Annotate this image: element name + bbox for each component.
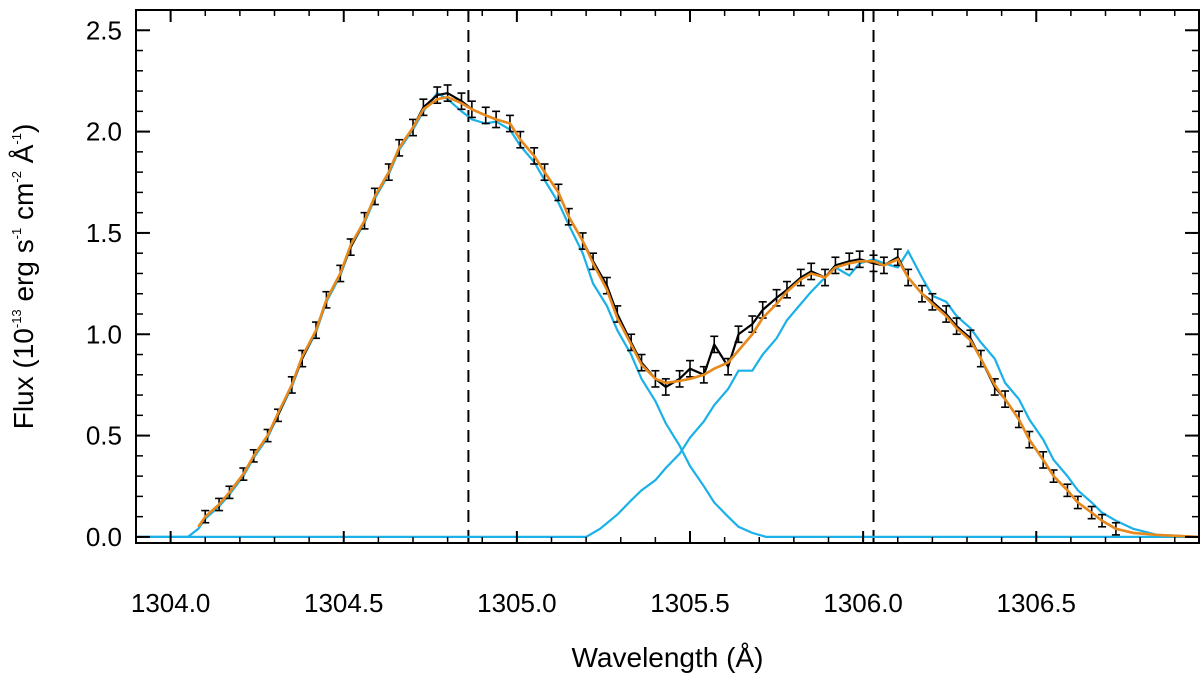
component-1-line	[136, 91, 1199, 539]
data-line	[204, 91, 1117, 530]
x-axis-title: Wavelength (Å)	[572, 642, 764, 673]
y-tick-label: 1.0	[86, 319, 122, 349]
x-tick-label: 1306.5	[996, 588, 1076, 618]
y-title-exp3: -2	[9, 171, 24, 183]
y-tick-label: 2.5	[86, 15, 122, 45]
x-tick-label: 1306.0	[823, 588, 903, 618]
y-title-part3: cm	[8, 183, 39, 228]
y-title-part4: Å	[8, 144, 39, 171]
y-tick-label: 0.0	[86, 522, 122, 552]
component-2-line	[136, 249, 1200, 539]
fit-line	[197, 95, 1200, 539]
plot-frame	[135, 9, 1200, 544]
tick-labels: 1304.0 1304.5 1305.0 1305.5 1306.0 1306.5 0.0 0…	[86, 15, 1076, 618]
series-layer	[136, 84, 1200, 539]
x-tick-label: 1305.0	[477, 588, 557, 618]
y-tick-label: 1.5	[86, 218, 122, 248]
x-tick-label: 1305.5	[650, 588, 730, 618]
y-tick-label: 0.5	[86, 421, 122, 451]
chart-decorations	[467, 10, 875, 543]
x-tick-label: 1304.0	[131, 588, 211, 618]
y-title-exp1: -13	[9, 309, 24, 328]
y-tick-label: 2.0	[86, 117, 122, 147]
y-title-exp2: -1	[9, 228, 24, 240]
y-title-suffix: )	[8, 124, 39, 133]
x-tick-label: 1304.5	[304, 588, 384, 618]
y-title-prefix: Flux (10	[8, 328, 39, 429]
axis-ticks	[136, 9, 1199, 543]
y-title-part2: erg s	[8, 239, 39, 309]
y-axis-title: Flux (10-13 erg s-1 cm-2 Å-1)	[8, 124, 39, 430]
y-title-exp4: -1	[9, 133, 24, 145]
